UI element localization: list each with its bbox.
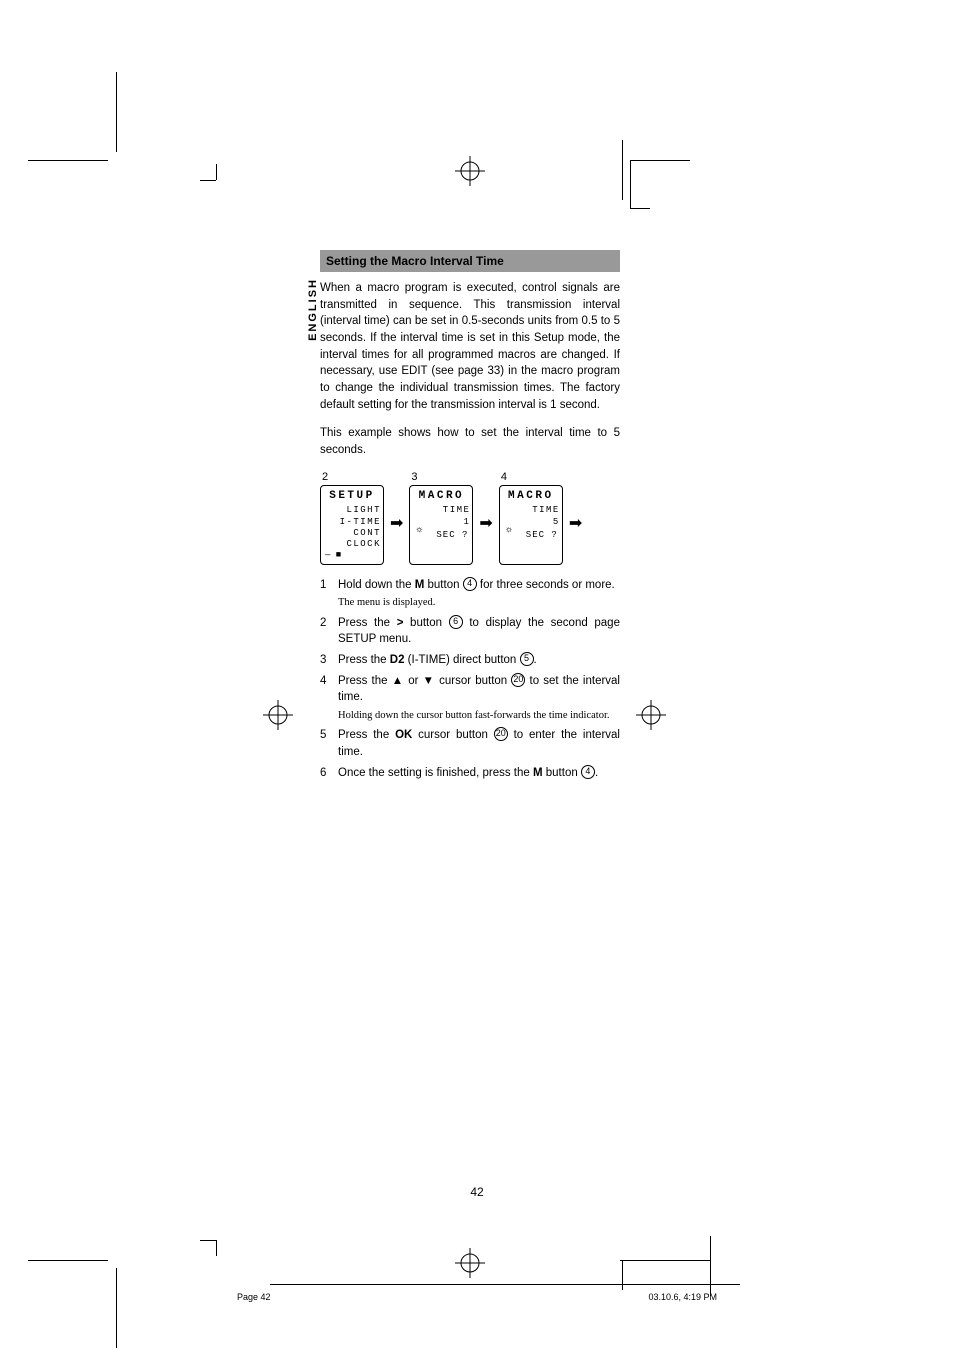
example-paragraph: This example shows how to set the interv… xyxy=(320,425,620,458)
intro-paragraph-1: When a macro program is executed, contro… xyxy=(320,280,620,413)
page-number: 42 xyxy=(0,1185,954,1199)
diagram-label-2: 3 xyxy=(409,471,473,483)
arrow-icon: ➡ xyxy=(569,504,582,532)
lcd-diagram-row: 2 SETUP LIGHT I-TIME CONT CLOCK — ■ ➡ 3 … xyxy=(320,471,620,565)
step-item: 5Press the OK cursor button 20 to enter … xyxy=(320,727,620,760)
step-item: 3Press the D2 (I-TIME) direct button 5. xyxy=(320,652,620,669)
lcd-screen-macro-1: MACRO TIME 1 ☼ SEC ? xyxy=(409,485,473,565)
page-content: Setting the Macro Interval Time When a m… xyxy=(320,250,620,785)
section-header: Setting the Macro Interval Time xyxy=(320,250,620,272)
footer-page: Page 42 xyxy=(237,1292,271,1302)
arrow-icon: ➡ xyxy=(390,504,403,532)
footer-timestamp: 03.10.6, 4:19 PM xyxy=(648,1292,717,1302)
diagram-label-1: 2 xyxy=(320,471,384,483)
step-item: 6Once the setting is finished, press the… xyxy=(320,765,620,782)
language-tab: ENGLISH xyxy=(307,278,319,341)
arrow-icon: ➡ xyxy=(479,504,492,532)
step-item: 4Press the ▲ or ▼ cursor button 20 to se… xyxy=(320,673,620,724)
diagram-label-3: 4 xyxy=(499,471,563,483)
step-item: 1Hold down the M button 4 for three seco… xyxy=(320,577,620,611)
lcd-screen-setup: SETUP LIGHT I-TIME CONT CLOCK — ■ xyxy=(320,485,384,565)
steps-list: 1Hold down the M button 4 for three seco… xyxy=(320,577,620,781)
lcd-screen-macro-5: MACRO TIME 5 ☼ SEC ? xyxy=(499,485,563,565)
footer-rule xyxy=(270,1284,740,1285)
step-item: 2Press the > button 6 to display the sec… xyxy=(320,615,620,648)
footer-bar: Page 42 03.10.6, 4:19 PM xyxy=(0,1292,954,1302)
